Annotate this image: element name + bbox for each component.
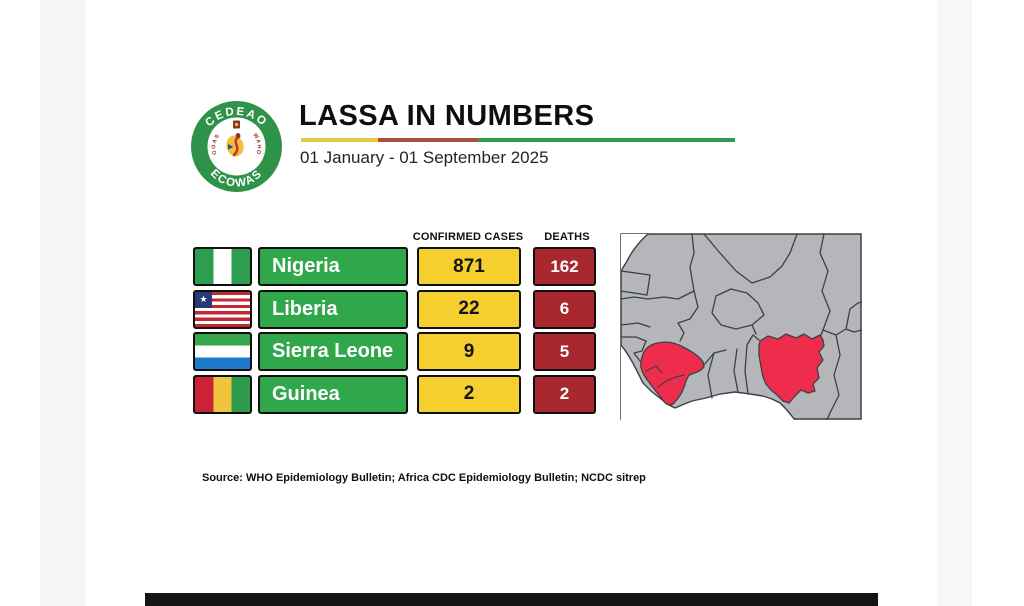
cases-value: 22 — [458, 298, 480, 319]
country-cell: Sierra Leone — [258, 332, 408, 371]
deaths-header: DEATHS — [544, 231, 590, 243]
cases-table: Nigeria 871 162 ★ Liberia 22 6 — [193, 247, 596, 414]
page-title: LASSA IN NUMBERS — [299, 100, 595, 132]
deaths-cell: 6 — [533, 289, 596, 329]
map-highlight-guinea-sierraleone-liberia — [640, 341, 705, 406]
deaths-cell: 162 — [533, 247, 596, 286]
page-edge-shading-left — [40, 0, 85, 606]
map-ocean-northwest — [621, 234, 648, 271]
date-range: 01 January - 01 September 2025 — [300, 148, 549, 167]
logo-emblem-shape — [226, 135, 244, 157]
svg-text:OOAS: OOAS — [211, 133, 221, 155]
country-cell: Guinea — [258, 374, 408, 414]
table-row-nigeria: Nigeria 871 162 — [193, 247, 596, 286]
country-label: Sierra Leone — [272, 340, 394, 362]
map-ocean-gulf-of-guinea — [621, 345, 795, 420]
guinea-flag-icon — [193, 374, 252, 414]
deaths-value: 5 — [559, 341, 570, 361]
logo-inner-left-text: OOAS — [211, 133, 220, 155]
title-divider — [301, 138, 735, 142]
bottom-bar — [145, 593, 878, 606]
page-edge-shading-right — [938, 0, 972, 606]
divider-red-segment — [378, 138, 478, 142]
country-label: Guinea — [272, 382, 340, 405]
ecowas-logo-icon: CEDEAO ECOWAS OOAS WAHO — [191, 101, 282, 192]
deaths-cell: 5 — [533, 332, 596, 371]
country-label: Liberia — [272, 297, 338, 320]
liberia-flag-star: ★ — [195, 291, 212, 308]
divider-yellow-segment — [301, 138, 378, 142]
confirmed-cases-header: CONFIRMED CASES — [412, 231, 524, 243]
divider-green-segment — [478, 138, 735, 142]
country-label: Nigeria — [272, 255, 340, 277]
deaths-value: 2 — [559, 384, 570, 403]
deaths-cell: 2 — [533, 374, 596, 414]
table-row-liberia: ★ Liberia 22 6 — [193, 289, 596, 329]
source-citation: Source: WHO Epidemiology Bulletin; Afric… — [202, 472, 646, 484]
deaths-value: 162 — [550, 256, 579, 276]
deaths-value: 6 — [559, 299, 570, 318]
liberia-flag-icon: ★ — [193, 289, 252, 329]
sierra-leone-flag-icon — [193, 332, 252, 371]
confirmed-cases-cell: 9 — [417, 332, 521, 371]
nigeria-flag-icon — [193, 247, 252, 286]
svg-text:WAHO: WAHO — [251, 132, 261, 155]
map-highlight-nigeria — [758, 333, 825, 404]
confirmed-cases-cell: 871 — [417, 247, 521, 286]
cases-value: 9 — [463, 340, 475, 362]
confirmed-cases-cell: 2 — [417, 374, 521, 414]
cases-value: 871 — [453, 255, 485, 277]
table-row-sierra-leone: Sierra Leone 9 5 — [193, 332, 596, 371]
country-cell: Liberia — [258, 289, 408, 329]
table-row-guinea: Guinea 2 2 — [193, 374, 596, 414]
west-africa-map — [620, 233, 862, 420]
map-country-borders — [620, 233, 862, 420]
cases-value: 2 — [463, 383, 475, 404]
confirmed-cases-cell: 22 — [417, 289, 521, 329]
logo-inner-right-text: WAHO — [251, 132, 260, 155]
country-cell: Nigeria — [258, 247, 408, 286]
